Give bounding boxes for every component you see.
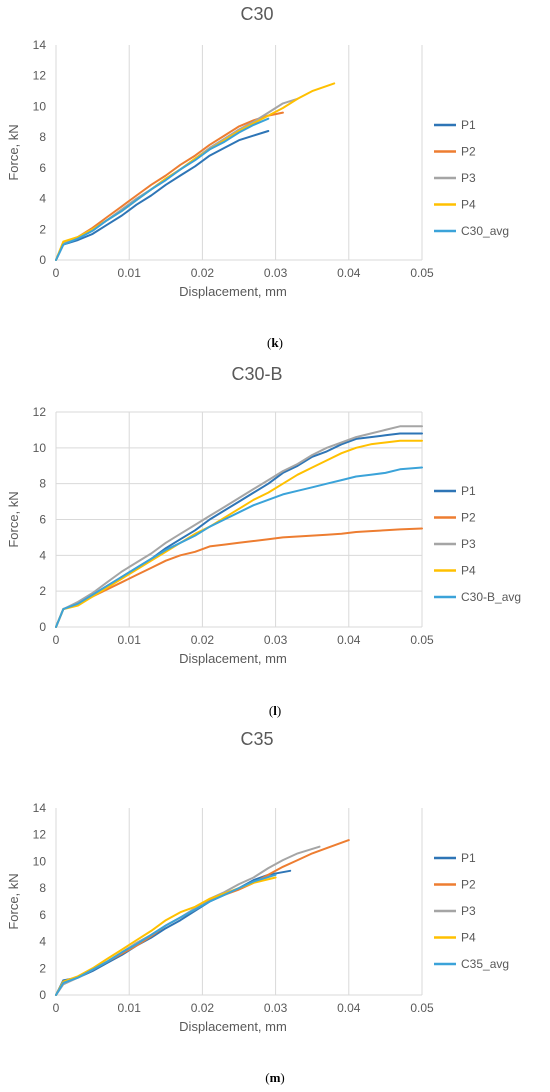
- y-tick-label: 8: [39, 130, 46, 144]
- x-tick-label: 0.01: [118, 633, 142, 647]
- y-tick-label: 4: [39, 548, 46, 562]
- legend: P1 P2 P3 P4 C30_avg: [434, 118, 509, 238]
- y-axis-label: Force, kN: [6, 124, 21, 180]
- y-tick-label: 6: [39, 908, 46, 922]
- series-line-c35-avg: [55, 873, 277, 996]
- y-tick-label: 0: [39, 620, 46, 634]
- series-line-c30-b-avg: [55, 466, 423, 628]
- chart-c35: C35 0 0.01 0.02 0.03 0.04 0.05 0 2 4 6 8 10 12 14 Displ…: [6, 729, 509, 1034]
- y-tick-label: 4: [39, 935, 46, 949]
- y-tick-label: 4: [39, 192, 46, 206]
- series-line-p4: [55, 82, 336, 261]
- x-axis-label: Displacement, mm: [179, 1019, 287, 1034]
- legend-label-p4: P4: [461, 198, 476, 212]
- series-line-p1: [55, 432, 423, 628]
- y-tick-label: 10: [33, 99, 47, 113]
- gridlines: [55, 45, 423, 260]
- caption-m-letter: m: [269, 1070, 281, 1085]
- series-line-p2: [55, 527, 423, 628]
- legend-label-p1: P1: [461, 851, 476, 865]
- legend-label-p3: P3: [461, 171, 476, 185]
- series-line-p2: [55, 111, 284, 261]
- x-tick-label: 0.05: [410, 266, 434, 280]
- x-tick-label: 0.03: [264, 266, 288, 280]
- chart-title: C35: [240, 729, 273, 749]
- legend-label-p2: P2: [461, 511, 476, 525]
- y-axis-label: Force, kN: [6, 873, 21, 929]
- y-tick-label: 10: [33, 441, 47, 455]
- x-tick-label: 0.04: [337, 266, 361, 280]
- series-line-p3: [55, 425, 423, 628]
- x-axis-label: Displacement, mm: [179, 284, 287, 299]
- gridlines: [55, 808, 423, 995]
- chart-panel-c35: C35 0 0.01 0.02 0.03 0.04 0.05 0 2 4 6 8 10 12 14 Displ…: [0, 725, 550, 1065]
- y-tick-label: 8: [39, 477, 46, 491]
- y-tick-label: 2: [39, 222, 46, 236]
- caption-l: (l): [268, 703, 282, 718]
- y-tick-label: 2: [39, 584, 46, 598]
- legend-label-p4: P4: [461, 564, 476, 578]
- legend-label-p2: P2: [461, 878, 476, 892]
- legend: P1 P2 P3 P4 C35_avg: [434, 851, 509, 971]
- y-axis-label: Force, kN: [6, 491, 21, 547]
- chart-panel-c30-b: C30-B 0 0.01 0.02 0.03 0.04 0.05 0 2 4 6 8 10 12 Displ…: [0, 360, 550, 700]
- y-tick-label: 0: [39, 988, 46, 1002]
- y-tick-label: 0: [39, 253, 46, 267]
- series-line-p1: [55, 130, 270, 261]
- y-tick-label: 8: [39, 881, 46, 895]
- caption-k: (k): [267, 335, 283, 350]
- legend-label-p3: P3: [461, 904, 476, 918]
- legend-label-p1: P1: [461, 118, 476, 132]
- chart-title: C30-B: [231, 364, 282, 384]
- x-tick-label: 0: [53, 266, 60, 280]
- y-tick-label: 12: [33, 405, 47, 419]
- x-tick-label: 0.03: [264, 1001, 288, 1015]
- legend-label-p2: P2: [461, 145, 476, 159]
- y-tick-label: 6: [39, 161, 46, 175]
- series-line-c30-avg: [55, 117, 270, 261]
- legend-label-c30-avg: C30_avg: [461, 224, 509, 238]
- y-tick-label: 2: [39, 961, 46, 975]
- x-tick-label: 0.01: [118, 266, 142, 280]
- x-tick-label: 0.04: [337, 1001, 361, 1015]
- legend-label-c30-b-avg: C30-B_avg: [461, 590, 521, 604]
- x-tick-label: 0.03: [264, 633, 288, 647]
- legend: P1 P2 P3 P4 C30-B_avg: [434, 484, 521, 604]
- y-tick-label: 12: [33, 828, 47, 842]
- x-tick-label: 0.02: [191, 1001, 215, 1015]
- x-tick-label: 0.05: [410, 633, 434, 647]
- x-tick-label: 0.01: [118, 1001, 142, 1015]
- legend-label-p1: P1: [461, 484, 476, 498]
- caption-m: (m): [265, 1070, 285, 1085]
- series-line-p4: [55, 439, 423, 628]
- chart-panel-c30: C30 0 0.01 0.02 0.03 0.04 0.05 0 2 4 6 8 10 12 14 Displ…: [0, 0, 550, 330]
- caption-l-letter: l: [273, 703, 277, 718]
- caption-k-letter: k: [271, 335, 279, 350]
- y-tick-label: 14: [33, 801, 47, 815]
- y-tick-label: 14: [33, 38, 47, 52]
- legend-label-c35-avg: C35_avg: [461, 957, 509, 971]
- y-tick-label: 6: [39, 513, 46, 527]
- x-tick-label: 0.04: [337, 633, 361, 647]
- y-tick-label: 10: [33, 854, 47, 868]
- legend-label-p3: P3: [461, 537, 476, 551]
- series-line-p3: [55, 97, 299, 261]
- x-tick-label: 0.02: [191, 633, 215, 647]
- chart-title: C30: [240, 4, 273, 24]
- x-tick-label: 0: [53, 1001, 60, 1015]
- series-line-p4: [55, 876, 277, 996]
- series-line-p1: [55, 869, 292, 996]
- y-tick-label: 12: [33, 69, 47, 83]
- legend-label-p4: P4: [461, 931, 476, 945]
- x-tick-label: 0.05: [410, 1001, 434, 1015]
- x-axis-label: Displacement, mm: [179, 651, 287, 666]
- x-tick-label: 0.02: [191, 266, 215, 280]
- chart-c30: C30 0 0.01 0.02 0.03 0.04 0.05 0 2 4 6 8 10 12 14 Displ…: [6, 4, 509, 299]
- x-tick-label: 0: [53, 633, 60, 647]
- chart-c30-b: C30-B 0 0.01 0.02 0.03 0.04 0.05 0 2 4 6 8 10 12 Displ…: [6, 364, 521, 666]
